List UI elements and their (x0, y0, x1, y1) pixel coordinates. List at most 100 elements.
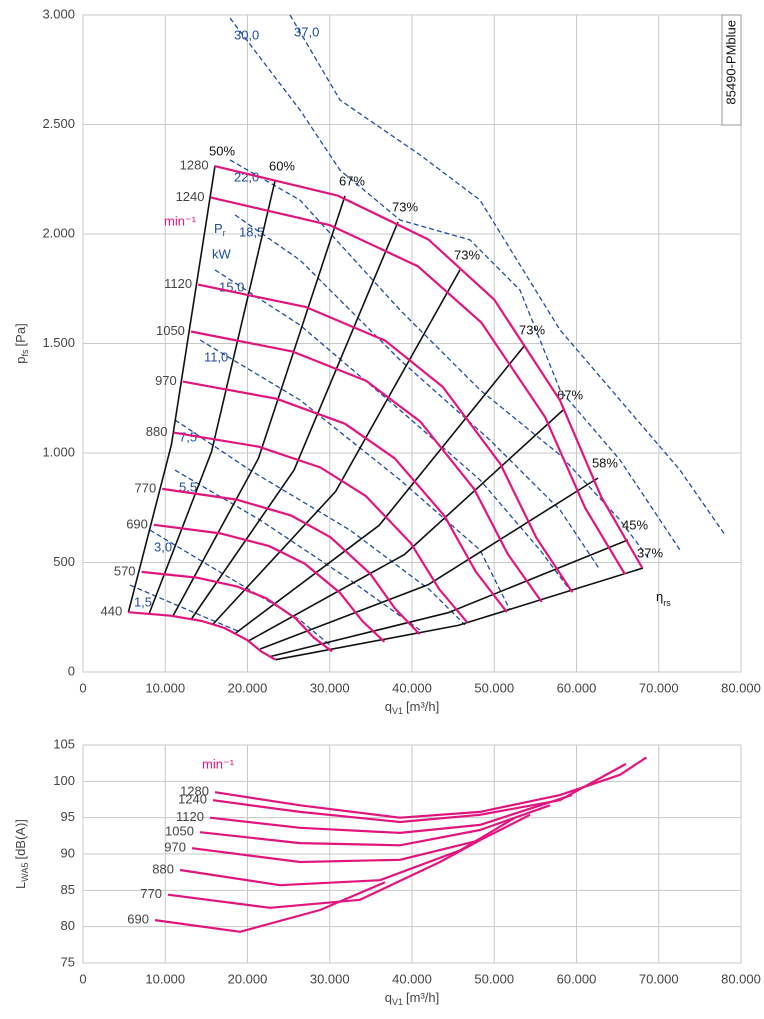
power-label: 3,0 (154, 540, 172, 555)
side-label: 85490-PMblue (723, 20, 738, 105)
y-tick-label: 100 (53, 773, 75, 788)
power-label: 1,5 (134, 594, 152, 609)
power-label: 11,0 (204, 349, 228, 364)
y-tick-label: 75 (61, 954, 75, 969)
efficiency-line (247, 409, 564, 642)
y-axis-subscript: fs (20, 349, 30, 357)
speed-label: 1240 (178, 792, 207, 807)
efficiency-line (190, 221, 399, 620)
speed-curve (210, 196, 626, 575)
speed-label: 690 (127, 912, 149, 927)
speed-label: 570 (114, 563, 136, 578)
y-tick-label: 2.000 (42, 225, 75, 240)
x-axis-label: qV1 [m³/h] (385, 699, 439, 716)
x-tick-label: 80.000 (721, 680, 761, 695)
efficiency-label: 60% (269, 158, 295, 173)
power-label: 30,0 (234, 28, 259, 43)
speed-label: 770 (140, 886, 162, 901)
power-label: 37,0 (294, 24, 319, 39)
x-tick-label: 0 (79, 971, 86, 986)
efficiency-symbol-main: η (656, 589, 663, 604)
y-tick-label: 80 (61, 918, 75, 933)
x-tick-label: 70.000 (639, 971, 679, 986)
x-tick-label: 0 (79, 680, 86, 695)
speed-curve (197, 283, 574, 593)
x-axis-symbol: q (385, 990, 392, 1005)
speed-curve (191, 813, 531, 864)
speed-curve (167, 839, 481, 909)
y-axis-label: pfs [Pa] (13, 323, 30, 363)
speed-label: 1280 (180, 158, 209, 173)
x-tick-label: 60.000 (557, 971, 597, 986)
speed-unit: min⁻¹ (202, 756, 235, 771)
y-tick-label: 95 (61, 809, 75, 824)
speed-curve (153, 523, 386, 643)
speed-label: 1280 (180, 784, 209, 799)
power-label: 5,5 (179, 480, 197, 495)
power-label: 18,5 (239, 224, 264, 239)
x-tick-label: 10.000 (145, 971, 185, 986)
efficiency-symbol: ηrs (656, 589, 671, 608)
y-tick-label: 105 (53, 736, 75, 751)
x-tick-label: 80.000 (721, 971, 761, 986)
speed-curve (173, 431, 469, 624)
efficiency-symbol-sub: rs (663, 598, 671, 608)
power-unit: kW (212, 246, 232, 261)
speed-label: 690 (126, 516, 148, 531)
x-tick-label: 30.000 (310, 971, 350, 986)
x-axis-subscript: V1 (392, 997, 403, 1007)
speed-curve (128, 611, 276, 661)
speed-label: 1120 (176, 809, 204, 824)
y-tick-label: 0 (68, 663, 75, 678)
y-axis-symbol: L (13, 882, 28, 889)
x-tick-label: 50.000 (474, 971, 514, 986)
y-tick-label: 500 (53, 554, 75, 569)
x-tick-label: 50.000 (474, 680, 514, 695)
efficiency-label: 73% (519, 322, 545, 337)
y-axis-unit: [dB(A)] (13, 819, 28, 859)
speed-curve (212, 762, 627, 824)
x-tick-label: 60.000 (557, 680, 597, 695)
speed-curve (199, 804, 551, 847)
efficiency-line (127, 165, 216, 613)
efficiency-line (275, 567, 644, 661)
power-line (234, 214, 601, 571)
speed-curve (141, 570, 333, 653)
speed-curve (154, 881, 386, 933)
x-tick-label: 20.000 (228, 971, 268, 986)
speed-label: 1050 (156, 323, 185, 338)
efficiency-line (234, 344, 526, 635)
efficiency-line (148, 180, 276, 615)
y-axis-symbol: p (13, 356, 28, 363)
efficiency-line (259, 477, 599, 650)
efficiency-label: 73% (454, 247, 480, 262)
x-tick-label: 10.000 (145, 680, 185, 695)
y-axis-unit: [Pa] (13, 323, 28, 346)
speed-label: 880 (152, 861, 174, 876)
efficiency-line (270, 539, 629, 658)
x-tick-label: 20.000 (228, 680, 268, 695)
power-line (229, 17, 681, 551)
efficiency-line (172, 195, 346, 617)
power-line (174, 419, 466, 626)
power-symbol-main: P (214, 221, 223, 236)
speed-label: 770 (135, 480, 157, 495)
power-symbol: Pr (214, 221, 226, 238)
x-tick-label: 40.000 (392, 680, 432, 695)
speed-curve (190, 330, 543, 603)
speed-curve (214, 165, 644, 569)
speed-unit: min⁻¹ (164, 213, 197, 228)
efficiency-label: 45% (622, 517, 648, 532)
speed-label: 1120 (164, 276, 192, 291)
efficiency-label: 73% (392, 199, 418, 214)
speed-label: 1240 (176, 189, 205, 204)
x-axis-unit: [m³/h] (406, 699, 439, 714)
power-line (174, 469, 421, 631)
y-tick-label: 85 (61, 882, 75, 897)
speed-curve (214, 756, 648, 819)
efficiency-line (212, 269, 461, 626)
y-axis-label: LWA5 [dB(A)] (13, 819, 30, 889)
y-tick-label: 1.000 (42, 444, 75, 459)
x-tick-label: 70.000 (639, 680, 679, 695)
